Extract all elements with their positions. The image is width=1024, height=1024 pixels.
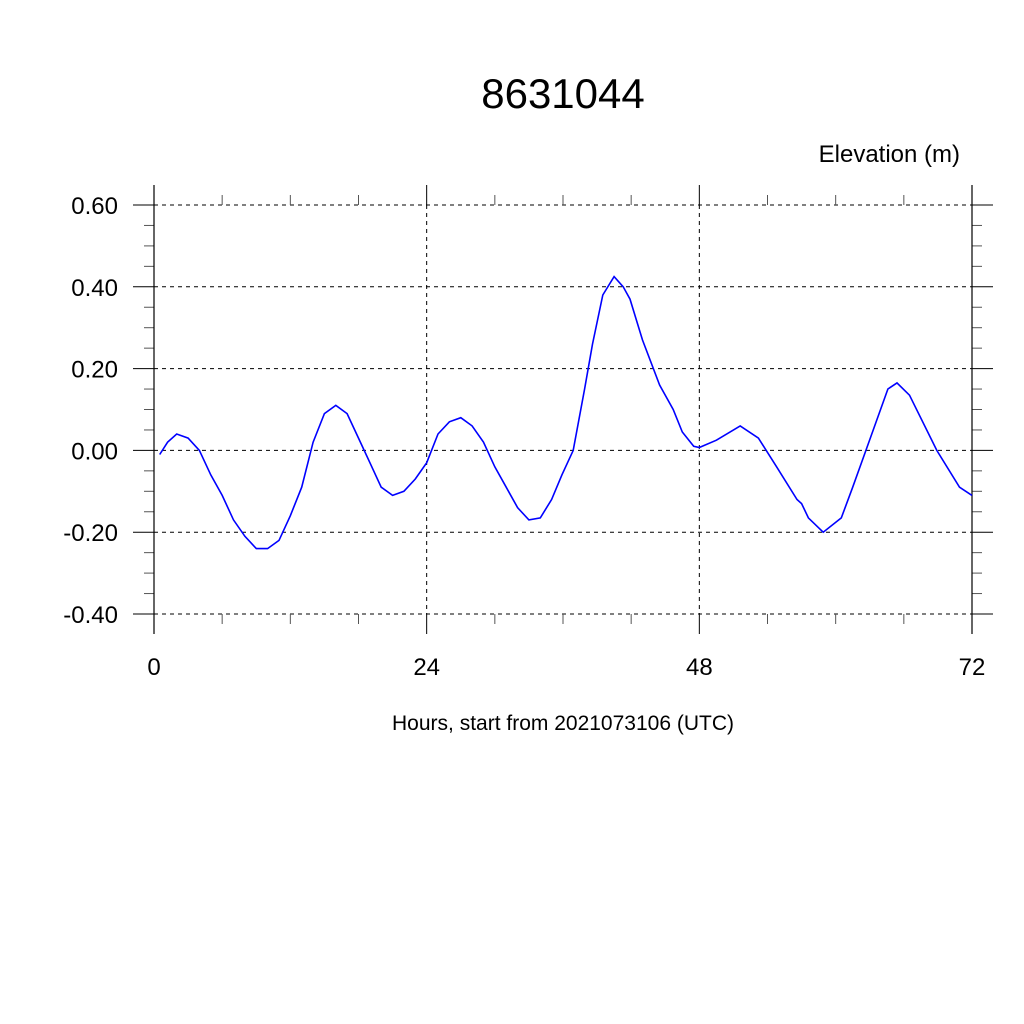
chart-subtitle: Elevation (m) bbox=[819, 141, 960, 168]
y-tick-label: 0.20 bbox=[71, 357, 118, 384]
y-tick-label: 0.40 bbox=[71, 275, 118, 302]
axes bbox=[133, 185, 993, 634]
y-tick-label: 0.60 bbox=[71, 193, 118, 220]
chart-title: 8631044 bbox=[481, 70, 645, 117]
x-tick-label: 48 bbox=[686, 654, 713, 681]
x-tick-label: 0 bbox=[147, 654, 160, 681]
y-tick-label: -0.20 bbox=[63, 520, 118, 547]
series-line-elevation bbox=[159, 275, 973, 550]
x-tick-label: 24 bbox=[413, 654, 440, 681]
tick-labels: 0.60 0.40 0.20 0.00 -0.20 -0.40 0 24 48 72 bbox=[63, 193, 985, 681]
x-axis-label: Hours, start from 2021073106 (UTC) bbox=[392, 712, 734, 735]
x-tick-label: 72 bbox=[959, 654, 986, 681]
y-tick-label: -0.40 bbox=[63, 602, 118, 629]
y-tick-label: 0.00 bbox=[71, 438, 118, 465]
grid bbox=[154, 204, 972, 615]
